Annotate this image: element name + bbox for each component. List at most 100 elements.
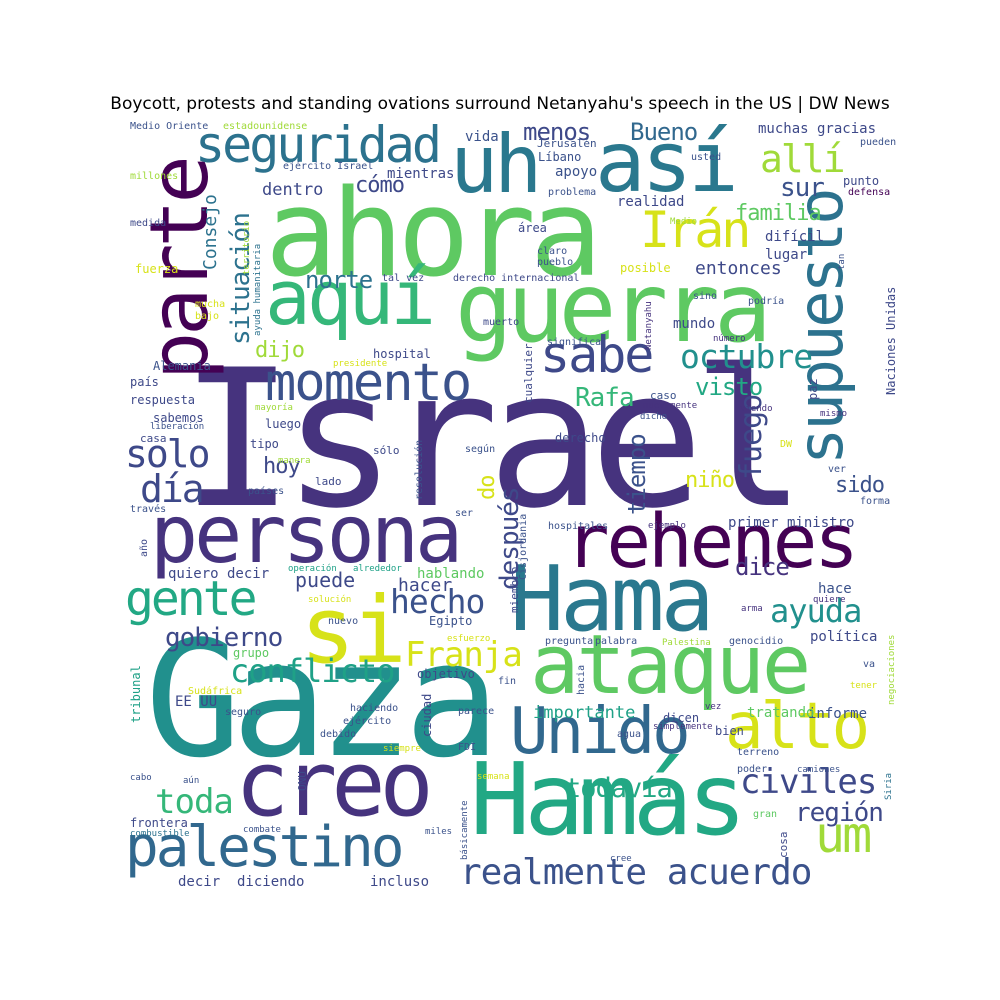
- word-area: área: [518, 221, 547, 235]
- word-genocidio: genocidio: [729, 636, 784, 647]
- word-agua: agua: [617, 729, 642, 740]
- word-esfuerzo: esfuerzo: [447, 634, 491, 644]
- word-solucion: solución: [308, 595, 352, 605]
- word-jerusalen: Jerusalén: [537, 137, 597, 150]
- word-respuesta: respuesta: [130, 393, 196, 407]
- word-vez: vez: [705, 702, 722, 712]
- word-pueblo: pueblo: [537, 257, 574, 268]
- word-rehenes: rehenes: [565, 499, 859, 585]
- word-haciendo: haciendo: [350, 703, 399, 714]
- word-liberacion: liberación: [150, 422, 205, 432]
- word-camiones: camiones: [797, 765, 841, 775]
- word-basicamente: básicamente: [460, 800, 470, 860]
- word-millones: millones: [130, 171, 179, 182]
- word-nuevo: nuevo: [328, 616, 359, 627]
- word-dentro: dentro: [262, 180, 324, 200]
- word-egipto: Egipto: [429, 614, 473, 628]
- word-fin: fin: [498, 676, 517, 687]
- word-si: si: [300, 577, 407, 684]
- word-importante: importante: [533, 703, 636, 723]
- word-menos: menos: [523, 118, 591, 146]
- word-naciones-unidas: Naciones Unidas: [884, 286, 898, 395]
- word-dijo: dijo: [255, 338, 305, 363]
- word-vida: vida: [465, 129, 499, 145]
- word-decir: decir: [178, 874, 221, 890]
- word-dice: dice: [735, 553, 790, 581]
- word-alrededor: alrededor: [353, 564, 402, 574]
- word-toda: toda: [155, 782, 234, 822]
- word-bien: bien: [715, 724, 744, 738]
- word-hospitales: hospitales: [548, 521, 609, 532]
- word-debido: debido: [320, 729, 357, 740]
- word-frontera: frontera: [130, 816, 188, 830]
- word-hablando: hablando: [417, 566, 485, 582]
- word-solo-acc: sólo: [373, 444, 400, 457]
- word-cloud: Israel Gaza ahora guerra Hamás Hama ataq…: [125, 113, 898, 891]
- word-ver: ver: [828, 464, 847, 475]
- word-iran: Irán: [640, 201, 751, 259]
- word-politica: política: [810, 629, 878, 645]
- word-va: va: [863, 659, 876, 670]
- word-combate: combate: [243, 825, 281, 835]
- word-libano: Líbano: [538, 150, 582, 164]
- word-cualquier: cualquier: [522, 343, 535, 403]
- word-nino: niño: [685, 468, 735, 493]
- word-solo: solo: [125, 432, 211, 476]
- word-bueno: Bueno: [630, 118, 698, 146]
- word-operacion-alrededor: operación: [288, 564, 337, 574]
- word-claro: claro: [537, 246, 568, 257]
- word-problema: problema: [548, 187, 597, 198]
- word-muchas-gracias: muchas gracias: [758, 121, 877, 137]
- word-gaza: Gaza: [145, 606, 500, 793]
- word-nuevamente: nuevamente: [643, 401, 698, 411]
- word-presidente: presidente: [333, 359, 388, 369]
- word-ayuda-humanitaria: ayuda humanitaria: [253, 243, 263, 336]
- word-momento: momento: [265, 353, 472, 413]
- word-apoyo: apoyo: [555, 164, 598, 180]
- word-dw: DW: [780, 439, 793, 450]
- word-ejercito-israel: ejército Israel: [283, 161, 374, 172]
- word-sur: sur: [780, 173, 825, 203]
- word-tal-vez: tal vez: [382, 273, 425, 284]
- word-israel: Israel: [180, 329, 806, 550]
- word-significa: significa: [547, 337, 602, 348]
- word-ejercito: ejército: [343, 716, 392, 727]
- word-hacia: hacia: [576, 664, 587, 695]
- word-palabra: palabra: [595, 636, 638, 647]
- word-creo: creo: [235, 732, 434, 837]
- word-podria: podría: [748, 296, 785, 307]
- word-dicho: dicho: [640, 412, 668, 422]
- word-primer-ministro: primer ministro: [728, 515, 855, 531]
- word-manera: manera: [278, 456, 311, 466]
- word-tratando: tratando: [747, 705, 815, 721]
- word-mayoria: mayoría: [255, 403, 293, 413]
- word-todavia: todavía: [565, 773, 673, 804]
- word-casa: casa: [140, 432, 167, 445]
- word-muerto: muerto: [483, 317, 520, 328]
- word-tribunal: tribunal: [129, 665, 143, 723]
- word-estadounidense: estadounidense: [223, 121, 308, 132]
- word-medida: medida: [130, 218, 167, 229]
- word-ejemplo: ejemplo: [648, 521, 686, 531]
- word-quiere: quiere: [813, 595, 846, 605]
- word-cosa: cosa: [777, 831, 790, 859]
- word-hospital: hospital: [373, 347, 431, 361]
- word-defensa: defensa: [848, 187, 891, 198]
- word-pueden: pueden: [860, 137, 897, 148]
- word-objetivo: objetivo: [417, 667, 475, 681]
- word-familia: familia: [735, 201, 822, 226]
- word-sino: sino: [693, 291, 718, 302]
- word-lugar: lugar: [765, 247, 808, 263]
- word-territorio: territorio: [242, 220, 252, 275]
- word-terreno: terreno: [737, 747, 780, 758]
- word-posible: posible: [620, 261, 671, 275]
- word-tipo: tipo: [250, 437, 279, 451]
- word-numero: número: [713, 334, 746, 344]
- word-guerra: guerra: [455, 252, 772, 364]
- word-semana: semana: [477, 772, 510, 782]
- word-asi: así: [595, 113, 739, 211]
- word-um: um: [815, 806, 872, 864]
- word-parece: parece: [458, 706, 495, 717]
- word-ano: año: [139, 538, 150, 557]
- word-lado: lado: [315, 475, 342, 488]
